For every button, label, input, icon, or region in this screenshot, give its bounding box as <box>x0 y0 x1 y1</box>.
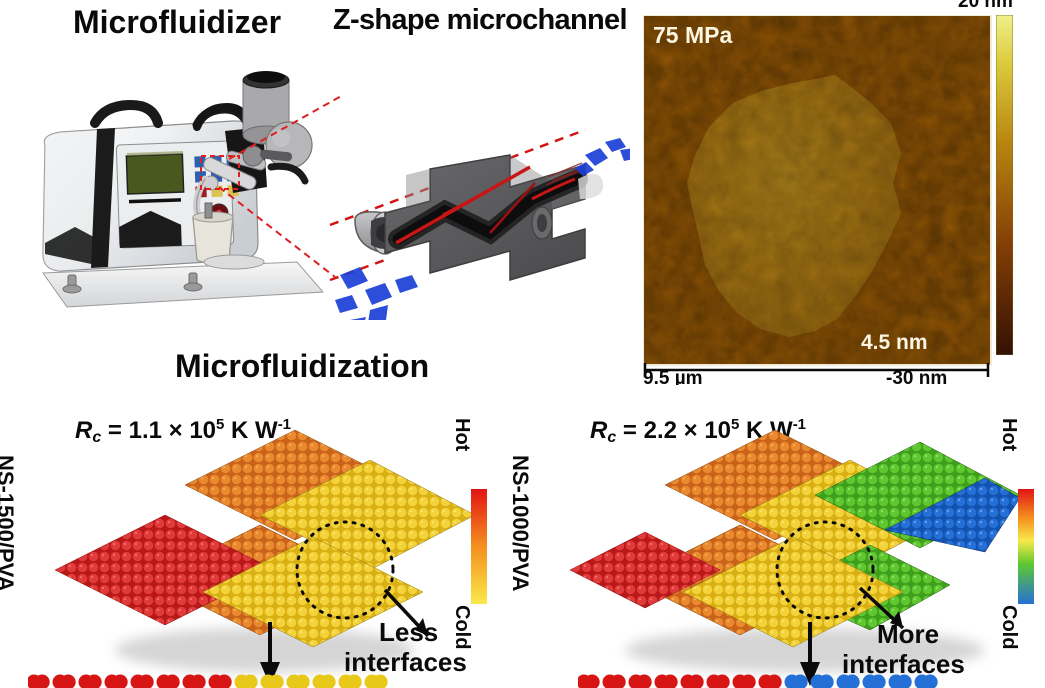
svg-text:75 MPa: 75 MPa <box>653 22 732 48</box>
svg-text:-30 nm: -30 nm <box>886 368 947 385</box>
svg-text:4.5 nm: 4.5 nm <box>861 331 928 354</box>
svg-text:9.5 µm: 9.5 µm <box>643 368 703 385</box>
